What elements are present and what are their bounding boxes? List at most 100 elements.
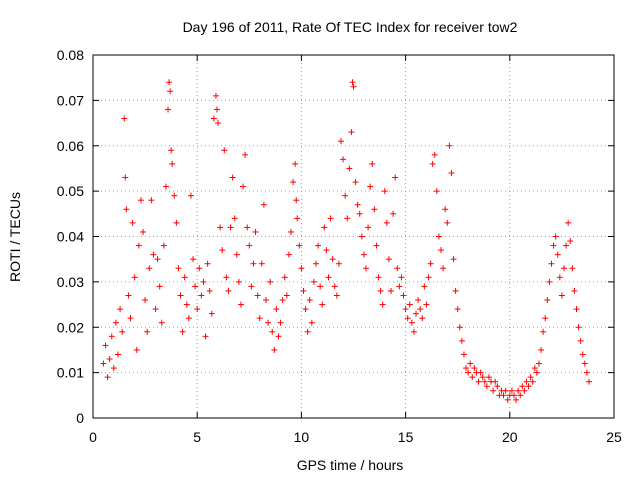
data-point [379, 301, 386, 308]
data-point [423, 301, 430, 308]
x-tick-label: 10 [294, 429, 310, 445]
data-point [408, 319, 415, 326]
data-point [233, 251, 240, 258]
data-point [521, 387, 528, 394]
x-tick-labels: 0 5 10 15 20 25 [89, 429, 622, 445]
data-point [438, 247, 445, 254]
data-point [400, 292, 407, 299]
data-point [150, 251, 157, 258]
data-point [198, 292, 205, 299]
data-point [467, 360, 474, 367]
data-point [533, 369, 540, 376]
data-point [363, 265, 370, 272]
data-point [463, 365, 470, 372]
data-point [117, 306, 124, 313]
y-axis-label: ROTI / TECUs [7, 192, 23, 282]
data-point [262, 297, 269, 304]
data-point [548, 260, 555, 267]
data-point [121, 115, 128, 122]
data-point [115, 351, 122, 358]
data-point [502, 387, 509, 394]
data-point [269, 328, 276, 335]
data-point [346, 165, 353, 172]
data-point [298, 265, 305, 272]
data-point [312, 260, 319, 267]
data-point [390, 210, 397, 217]
data-point [200, 278, 207, 285]
data-point [250, 260, 257, 267]
data-point [348, 129, 355, 136]
data-point [327, 215, 334, 222]
data-point [513, 396, 520, 403]
data-point [246, 242, 253, 249]
data-point [300, 287, 307, 294]
y-tick-label: 0 [76, 410, 84, 426]
data-point [123, 206, 130, 213]
data-point [519, 383, 526, 390]
data-point [435, 233, 442, 240]
data-point [375, 274, 382, 281]
data-point [265, 319, 272, 326]
data-point [252, 228, 259, 235]
data-point [290, 179, 297, 186]
data-point [325, 274, 332, 281]
data-point [448, 169, 455, 176]
data-point [373, 242, 380, 249]
data-point [190, 256, 197, 263]
data-point [292, 160, 299, 167]
data-point [231, 215, 238, 222]
data-points [100, 79, 592, 403]
data-point [404, 315, 411, 322]
data-point [208, 310, 215, 317]
data-point [158, 319, 165, 326]
data-point [577, 337, 584, 344]
data-point [525, 383, 532, 390]
data-point [304, 328, 311, 335]
x-tick-label: 15 [398, 429, 414, 445]
y-tick-label: 0.07 [57, 92, 84, 108]
data-point [156, 283, 163, 290]
data-point [413, 310, 420, 317]
y-tick-label: 0.04 [57, 229, 84, 245]
data-point [165, 106, 172, 113]
data-point [349, 79, 356, 86]
data-point [425, 274, 432, 281]
data-point [440, 265, 447, 272]
data-point [202, 333, 209, 340]
data-point [544, 297, 551, 304]
data-point [563, 242, 570, 249]
data-point [256, 315, 263, 322]
data-point [217, 224, 224, 231]
data-point [267, 278, 274, 285]
data-point [465, 369, 472, 376]
data-point [215, 120, 222, 127]
data-point [546, 278, 553, 285]
data-point [102, 342, 109, 349]
data-point [529, 378, 536, 385]
data-point [385, 256, 392, 263]
data-point [398, 274, 405, 281]
data-point [210, 115, 217, 122]
data-point [306, 297, 313, 304]
data-point [442, 206, 449, 213]
data-point [483, 383, 490, 390]
data-point [540, 328, 547, 335]
data-point [204, 260, 211, 267]
data-point [517, 392, 524, 399]
data-point [444, 219, 451, 226]
data-point [181, 274, 188, 281]
data-point [169, 160, 176, 167]
data-point [223, 274, 230, 281]
data-point [381, 188, 388, 195]
data-point [329, 256, 336, 263]
data-point [335, 260, 342, 267]
data-point [515, 387, 522, 394]
data-point [177, 292, 184, 299]
data-point [122, 174, 129, 181]
data-point [235, 278, 242, 285]
data-point [281, 274, 288, 281]
data-point [415, 297, 422, 304]
data-point [331, 283, 338, 290]
data-point [142, 297, 149, 304]
data-point [337, 138, 344, 145]
